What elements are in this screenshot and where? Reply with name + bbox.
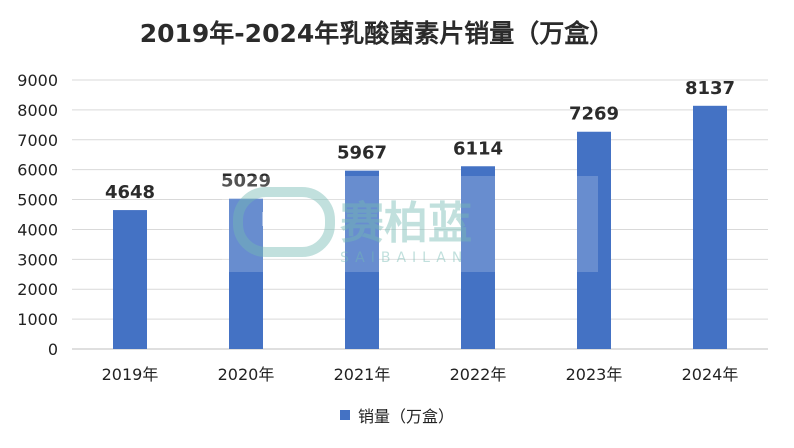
legend-label: 销量（万盒） [357, 407, 454, 426]
y-tick-label: 3000 [17, 250, 58, 269]
y-tick-label: 5000 [17, 191, 58, 210]
data-label: 6114 [453, 138, 503, 159]
x-tick-labels: 2019年 2020年 2021年 2022年 2023年 2024年 [102, 365, 739, 384]
data-label: 4648 [105, 182, 155, 203]
y-tick-label: 7000 [17, 131, 58, 150]
x-tick-label: 2024年 [682, 365, 739, 384]
y-tick-label: 1000 [17, 310, 58, 329]
watermark-text: 赛柏蓝 [340, 198, 472, 249]
x-tick-label: 2023年 [566, 365, 623, 384]
x-tick-label: 2022年 [450, 365, 507, 384]
y-tick-label: 4000 [17, 220, 58, 239]
watermark-mark [233, 187, 335, 257]
data-labels: 4648 5029 5967 6114 7269 8137 [105, 78, 735, 203]
y-tick-label: 6000 [17, 161, 58, 180]
bar [693, 105, 727, 349]
bar [345, 170, 379, 349]
data-label: 7269 [569, 104, 619, 125]
bar [577, 131, 611, 349]
y-tick-label: 9000 [17, 71, 58, 90]
x-tick-label: 2020年 [218, 365, 275, 384]
data-label: 8137 [685, 78, 735, 99]
chart-title: 2019年-2024年乳酸菌素片销量（万盒） [139, 19, 615, 48]
x-tick-label: 2021年 [334, 365, 391, 384]
legend: 销量（万盒） [0, 403, 794, 427]
bar [113, 210, 147, 349]
watermark-subtext: SAIBAILAN [340, 250, 468, 266]
y-tick-label: 0 [48, 340, 58, 359]
gridlines [72, 79, 768, 350]
bars [113, 105, 727, 349]
legend-swatch [339, 410, 350, 420]
watermark-mark-gap [262, 212, 322, 226]
y-tick-label: 2000 [17, 280, 58, 299]
data-label: 5967 [337, 143, 387, 164]
data-label: 5029 [221, 171, 271, 192]
y-tick-labels: 0 1000 2000 3000 4000 5000 6000 7000 8000 9000 [17, 71, 58, 359]
bar [461, 166, 495, 349]
y-tick-label: 8000 [17, 101, 58, 120]
x-tick-label: 2019年 [102, 365, 159, 384]
